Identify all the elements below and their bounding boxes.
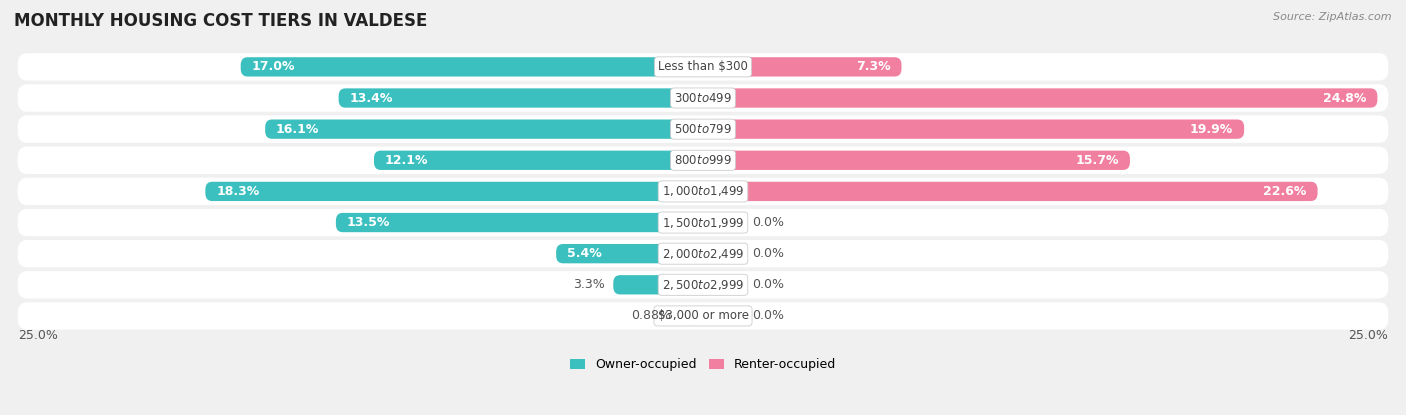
Text: MONTHLY HOUSING COST TIERS IN VALDESE: MONTHLY HOUSING COST TIERS IN VALDESE (14, 12, 427, 30)
Text: 22.6%: 22.6% (1264, 185, 1306, 198)
Text: 17.0%: 17.0% (252, 60, 295, 73)
FancyBboxPatch shape (339, 88, 703, 107)
Text: 24.8%: 24.8% (1323, 92, 1367, 105)
FancyBboxPatch shape (18, 84, 1388, 112)
Text: $1,000 to $1,499: $1,000 to $1,499 (662, 184, 744, 198)
Text: Source: ZipAtlas.com: Source: ZipAtlas.com (1274, 12, 1392, 22)
Text: 7.3%: 7.3% (856, 60, 890, 73)
FancyBboxPatch shape (18, 302, 1388, 330)
FancyBboxPatch shape (18, 240, 1388, 267)
Text: $800 to $999: $800 to $999 (673, 154, 733, 167)
FancyBboxPatch shape (18, 209, 1388, 236)
Legend: Owner-occupied, Renter-occupied: Owner-occupied, Renter-occupied (565, 353, 841, 376)
FancyBboxPatch shape (703, 182, 1317, 201)
FancyBboxPatch shape (703, 120, 1244, 139)
Text: 5.4%: 5.4% (567, 247, 602, 260)
Text: 3.3%: 3.3% (574, 278, 605, 291)
FancyBboxPatch shape (703, 151, 1130, 170)
Text: $1,500 to $1,999: $1,500 to $1,999 (662, 215, 744, 229)
Text: $300 to $499: $300 to $499 (673, 92, 733, 105)
Text: $3,000 or more: $3,000 or more (658, 310, 748, 322)
FancyBboxPatch shape (18, 115, 1388, 143)
Text: 25.0%: 25.0% (18, 330, 58, 342)
FancyBboxPatch shape (205, 182, 703, 201)
Text: $2,000 to $2,499: $2,000 to $2,499 (662, 247, 744, 261)
Text: 15.7%: 15.7% (1076, 154, 1119, 167)
FancyBboxPatch shape (703, 275, 744, 295)
FancyBboxPatch shape (679, 306, 703, 326)
FancyBboxPatch shape (266, 120, 703, 139)
FancyBboxPatch shape (703, 213, 744, 232)
Text: $500 to $799: $500 to $799 (673, 123, 733, 136)
FancyBboxPatch shape (240, 57, 703, 76)
Text: 19.9%: 19.9% (1189, 123, 1233, 136)
FancyBboxPatch shape (336, 213, 703, 232)
Text: 25.0%: 25.0% (1348, 330, 1388, 342)
Text: 16.1%: 16.1% (276, 123, 319, 136)
Text: 13.4%: 13.4% (350, 92, 392, 105)
FancyBboxPatch shape (613, 275, 703, 295)
FancyBboxPatch shape (18, 178, 1388, 205)
Text: 13.5%: 13.5% (347, 216, 389, 229)
FancyBboxPatch shape (18, 271, 1388, 298)
FancyBboxPatch shape (703, 88, 1378, 107)
Text: 0.0%: 0.0% (752, 278, 785, 291)
Text: $2,500 to $2,999: $2,500 to $2,999 (662, 278, 744, 292)
Text: 18.3%: 18.3% (217, 185, 260, 198)
Text: 0.0%: 0.0% (752, 216, 785, 229)
Text: 0.0%: 0.0% (752, 247, 785, 260)
FancyBboxPatch shape (374, 151, 703, 170)
FancyBboxPatch shape (18, 53, 1388, 81)
Text: 0.0%: 0.0% (752, 310, 785, 322)
FancyBboxPatch shape (703, 244, 744, 264)
FancyBboxPatch shape (703, 306, 744, 326)
Text: Less than $300: Less than $300 (658, 60, 748, 73)
Text: 12.1%: 12.1% (385, 154, 429, 167)
Text: 0.88%: 0.88% (631, 310, 671, 322)
FancyBboxPatch shape (18, 146, 1388, 174)
FancyBboxPatch shape (557, 244, 703, 264)
FancyBboxPatch shape (703, 57, 901, 76)
